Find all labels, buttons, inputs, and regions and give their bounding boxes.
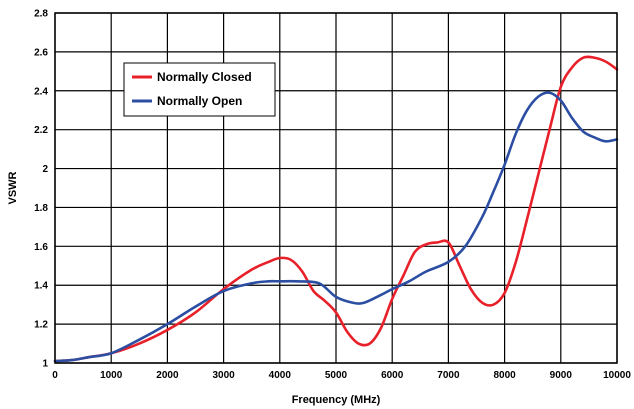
x-tick-label: 2000 [156,370,179,381]
x-tick-label: 6000 [381,370,404,381]
y-tick-label: 2.2 [34,125,48,136]
series-layer [53,55,619,363]
legend-box [123,62,276,117]
plot-frame [54,12,618,364]
y-tick-labels: 1 1.2 1.4 1.6 1.8 2 2.2 2.4 2.6 2.8 [34,9,48,370]
x-tick-label: 7000 [437,370,460,381]
legend-label-normally-closed: Normally Closed [157,70,252,84]
y-tick-label: 2 [42,164,48,175]
x-tick-label: 5000 [325,370,348,381]
y-axis-label: VSWR [7,171,19,204]
x-tick-label: 4000 [269,370,292,381]
x-tick-label: 0 [52,370,58,381]
y-tick-label: 1 [42,359,48,370]
y-tick-label: 1.6 [34,242,48,253]
legend: Normally Closed Normally Open [123,62,276,117]
x-tick-label: 1000 [100,370,123,381]
x-tick-label: 10000 [603,370,631,381]
y-tick-label: 1.8 [34,203,48,214]
y-tick-label: 2.8 [34,9,48,20]
x-tick-label: 9000 [550,370,573,381]
y-tick-label: 2.4 [34,86,48,97]
x-tick-labels: 0 1000 2000 3000 4000 5000 6000 7000 8000 9000 100… [52,370,631,381]
x-axis-label: Frequency (MHz) [292,394,381,406]
x-tick-label: 8000 [493,370,516,381]
y-tick-label: 1.4 [34,281,48,292]
y-tick-label: 1.2 [34,320,48,331]
legend-label-normally-open: Normally Open [157,94,242,108]
series-line-normally-open [53,91,619,363]
y-tick-label: 2.6 [34,47,48,58]
x-tick-label: 3000 [212,370,235,381]
